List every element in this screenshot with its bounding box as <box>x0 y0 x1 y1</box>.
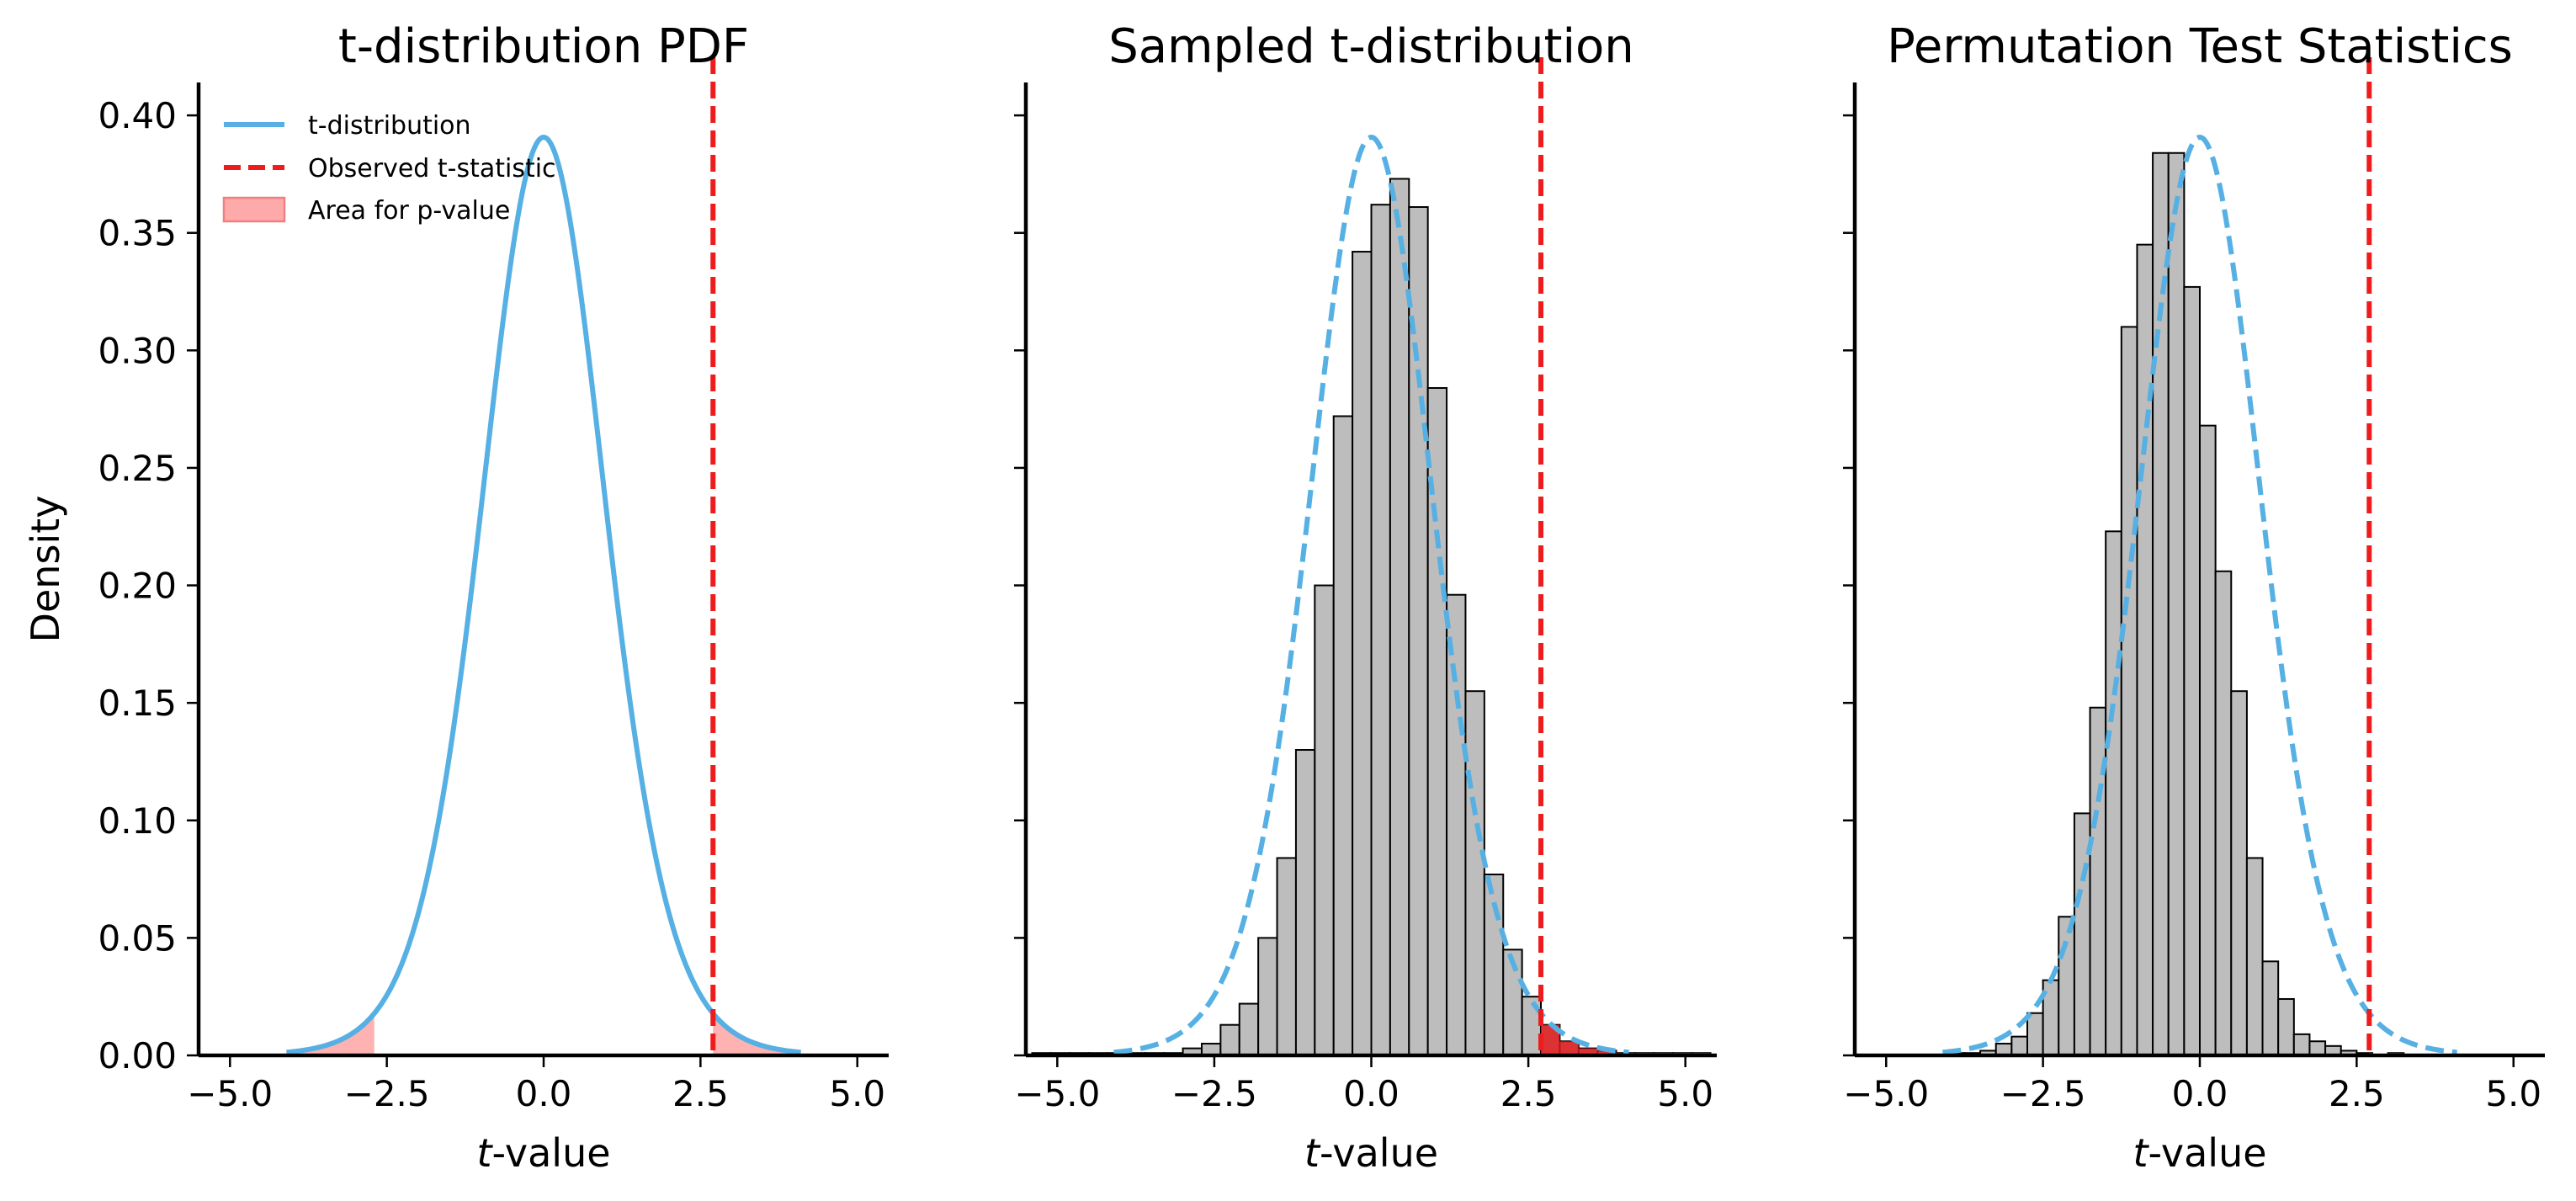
histogram-bar <box>2230 690 2248 1056</box>
x-tick-label: 2.5 <box>2329 1073 2385 1114</box>
histogram-bar <box>2308 1040 2327 1056</box>
x-tick-label: 5.0 <box>2485 1073 2541 1114</box>
y-axis-label: Density <box>23 496 68 643</box>
histogram-bar <box>2277 997 2295 1056</box>
histogram-bar <box>2120 326 2138 1057</box>
histogram-bar <box>2136 243 2154 1056</box>
x-axis-label: t-value <box>2133 1130 2266 1176</box>
x-tick-label: −2.5 <box>344 1073 430 1114</box>
histogram-bar <box>2010 1035 2028 1057</box>
histogram-bar <box>1219 1023 1240 1056</box>
histogram-bar <box>2167 151 2186 1057</box>
panel-title: t-distribution PDF <box>338 19 749 74</box>
panel-title: Permutation Test Statistics <box>1887 19 2513 74</box>
x-tick-label: −2.5 <box>2000 1073 2086 1114</box>
x-tick-label: −5.0 <box>1014 1073 1100 1114</box>
histogram-bar <box>2292 1033 2311 1056</box>
histogram-bar <box>2105 530 2122 1056</box>
histogram-bar <box>1294 749 1316 1056</box>
t-distribution-curve <box>286 134 801 1055</box>
p-value-tail-bar <box>1578 1048 1598 1055</box>
histogram-bar <box>1483 873 1505 1056</box>
x-tick-label: 0.0 <box>2172 1073 2228 1114</box>
histogram-bar <box>1352 251 1373 1057</box>
panel-title: Sampled t-distribution <box>1108 19 1634 74</box>
histogram-bars <box>1947 151 2405 1057</box>
histogram-bar <box>2245 857 2264 1056</box>
legend-label: Area for p-value <box>308 196 510 226</box>
histogram-bar <box>1389 178 1410 1057</box>
panel-sampled-t-distribution: −5.0 −2.5 0.0 2.5 5.0 Sampled t-distribution t… <box>1014 19 1717 1176</box>
histogram-bar <box>2183 285 2201 1056</box>
p-value-tail-bar <box>1597 1050 1617 1055</box>
panel-permutation-test-statistics: −5.0 −2.5 0.0 2.5 5.0 Permutation Test Statis… <box>1843 19 2545 1176</box>
y-tick-label: 0.00 <box>98 1035 177 1076</box>
x-tick-label: −5.0 <box>1843 1073 1929 1114</box>
x-axis-label: t-value <box>476 1130 610 1176</box>
legend-label: Observed t-statistic <box>308 154 556 183</box>
histogram-bar <box>1238 1002 1260 1057</box>
x-tick-label: 2.5 <box>1500 1073 1557 1114</box>
x-tick-label: −5.0 <box>187 1073 273 1114</box>
histogram-bar <box>1314 584 1335 1056</box>
x-tick-label: 0.0 <box>1343 1073 1400 1114</box>
p-value-area-left <box>286 1013 374 1055</box>
p-value-area-right <box>713 1013 801 1055</box>
x-tick-label: 0.0 <box>516 1073 572 1114</box>
histogram-bar <box>1257 937 1278 1056</box>
y-tick-label: 0.40 <box>98 95 177 136</box>
p-value-tail-bar <box>1559 1041 1579 1055</box>
y-tick-label: 0.25 <box>98 448 177 489</box>
histogram-bar <box>1370 204 1391 1057</box>
x-axis-label: t-value <box>1304 1130 1438 1176</box>
x-tick-label: 5.0 <box>1657 1073 1713 1114</box>
y-tick-label: 0.30 <box>98 330 177 371</box>
y-tick-label: 0.20 <box>98 566 177 607</box>
histogram-bar <box>1464 690 1485 1056</box>
histogram-bar <box>2261 960 2280 1057</box>
histogram-bar <box>1446 593 1467 1056</box>
histogram-bars <box>1031 178 1712 1057</box>
y-tick-label: 0.05 <box>98 917 177 959</box>
x-tick-label: −2.5 <box>1171 1073 1257 1114</box>
panel-t-distribution-pdf: −5.0 −2.5 0.0 2.5 5.0 0.00 0.05 0.10 0.15 0.20 0.2… <box>23 19 889 1176</box>
p-value-tail-bar <box>1541 1024 1560 1055</box>
histogram-bar <box>2199 424 2217 1056</box>
x-tick-label: 5.0 <box>829 1073 885 1114</box>
y-tick-label: 0.15 <box>98 683 177 724</box>
histogram-bar <box>1332 415 1354 1056</box>
histogram-bar <box>2214 570 2233 1056</box>
legend-swatch-area <box>222 196 286 223</box>
legend: t-distribution Observed t-statistic Area f… <box>222 111 556 226</box>
x-tick-label: 2.5 <box>672 1073 729 1114</box>
legend-label: t-distribution <box>308 111 471 141</box>
histogram-bar <box>1276 857 1297 1056</box>
y-tick-label: 0.35 <box>98 213 177 254</box>
histogram-bar <box>1521 996 1543 1056</box>
histogram-bar <box>2058 916 2075 1056</box>
y-tick-label: 0.10 <box>98 800 177 842</box>
histogram-bar <box>2026 1012 2044 1057</box>
histogram-bar <box>2152 151 2170 1057</box>
